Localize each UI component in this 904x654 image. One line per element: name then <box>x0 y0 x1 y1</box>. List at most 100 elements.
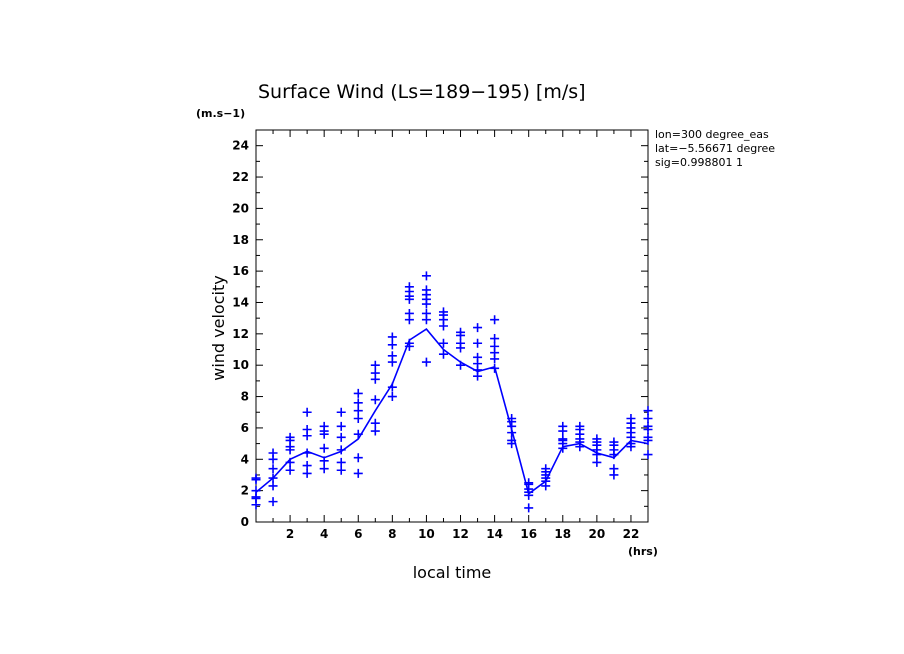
data-point <box>558 421 568 431</box>
plot-frame <box>255 129 649 523</box>
data-point <box>404 338 414 348</box>
data-point <box>268 473 278 483</box>
y-tick-label: 10 <box>232 358 249 372</box>
data-point <box>353 429 363 439</box>
data-point <box>336 457 346 467</box>
data-point <box>387 332 397 342</box>
data-point <box>251 486 261 496</box>
data-point <box>302 448 312 458</box>
data-point <box>643 406 653 416</box>
data-point <box>438 349 448 359</box>
data-point <box>302 407 312 417</box>
info-line-lon: lon=300 degree_eas <box>655 128 769 141</box>
data-point <box>473 338 483 348</box>
data-point <box>268 464 278 474</box>
data-point <box>370 368 380 378</box>
data-point <box>643 432 653 442</box>
data-point <box>302 461 312 471</box>
data-point <box>490 334 500 344</box>
data-point <box>524 478 534 488</box>
data-point <box>353 414 363 424</box>
data-point <box>336 432 346 442</box>
data-point <box>353 398 363 408</box>
y-unit-label: (m.s−1) <box>196 107 245 120</box>
x-tick-label: 8 <box>388 527 396 541</box>
data-point <box>404 282 414 292</box>
y-tick-label: 18 <box>232 233 249 247</box>
x-tick-label: 22 <box>623 527 640 541</box>
data-point <box>319 443 329 453</box>
y-tick-label: 12 <box>232 327 249 341</box>
data-point <box>507 435 517 445</box>
y-tick-label: 6 <box>241 421 249 435</box>
data-point <box>575 421 585 431</box>
data-point <box>421 271 431 281</box>
y-tick-label: 4 <box>241 452 249 466</box>
data-point <box>319 421 329 431</box>
y-tick-label: 24 <box>232 139 249 153</box>
data-point <box>387 392 397 402</box>
data-point <box>370 360 380 370</box>
data-point <box>609 464 619 474</box>
x-tick-label: 14 <box>486 527 503 541</box>
data-point <box>643 414 653 424</box>
data-point <box>285 432 295 442</box>
data-point <box>387 351 397 361</box>
data-point <box>507 414 517 424</box>
data-point <box>302 424 312 434</box>
data-point <box>456 338 466 348</box>
data-point <box>456 327 466 337</box>
data-point <box>387 382 397 392</box>
data-point <box>319 464 329 474</box>
data-point <box>336 445 346 455</box>
data-point <box>592 434 602 444</box>
data-point <box>336 465 346 475</box>
data-point <box>490 363 500 373</box>
data-point <box>353 388 363 398</box>
data-point <box>456 360 466 370</box>
data-point <box>370 426 380 436</box>
x-tick-label: 20 <box>589 527 606 541</box>
data-point <box>268 448 278 458</box>
y-tick-label: 14 <box>232 295 249 309</box>
x-tick-label: 4 <box>320 527 328 541</box>
data-point <box>524 503 534 513</box>
chart-title: Surface Wind (Ls=189−195) [m/s] <box>258 81 586 103</box>
data-point <box>643 450 653 460</box>
x-tick-label: 6 <box>354 527 362 541</box>
mean-line <box>255 328 649 496</box>
x-unit-label: (hrs) <box>628 545 658 558</box>
y-tick-label: 2 <box>241 484 249 498</box>
data-point <box>370 395 380 405</box>
data-point <box>473 352 483 362</box>
data-point <box>336 407 346 417</box>
data-point <box>353 468 363 478</box>
data-point <box>404 308 414 318</box>
data-point <box>438 338 448 348</box>
y-tick-label: 0 <box>241 515 249 529</box>
data-point <box>268 497 278 507</box>
info-line-sig: sig=0.998801 1 <box>655 156 743 169</box>
y-tick-label: 16 <box>232 264 249 278</box>
data-point <box>490 341 500 351</box>
data-point <box>541 464 551 474</box>
data-point <box>643 421 653 431</box>
y-tick-label: 8 <box>241 390 249 404</box>
data-point <box>626 414 636 424</box>
x-tick-label: 10 <box>418 527 435 541</box>
info-line-lat: lat=−5.56671 degree <box>655 142 775 155</box>
data-point <box>421 357 431 367</box>
data-point <box>302 468 312 478</box>
data-point <box>421 285 431 295</box>
data-point <box>285 457 295 467</box>
y-axis-label: wind velocity <box>209 275 228 380</box>
data-point <box>268 481 278 491</box>
x-tick-label: 12 <box>452 527 469 541</box>
x-tick-label: 16 <box>520 527 537 541</box>
data-point <box>353 453 363 463</box>
x-axis-label: local time <box>413 563 492 582</box>
data-point <box>558 434 568 444</box>
data-point <box>370 418 380 428</box>
data-point <box>438 307 448 317</box>
